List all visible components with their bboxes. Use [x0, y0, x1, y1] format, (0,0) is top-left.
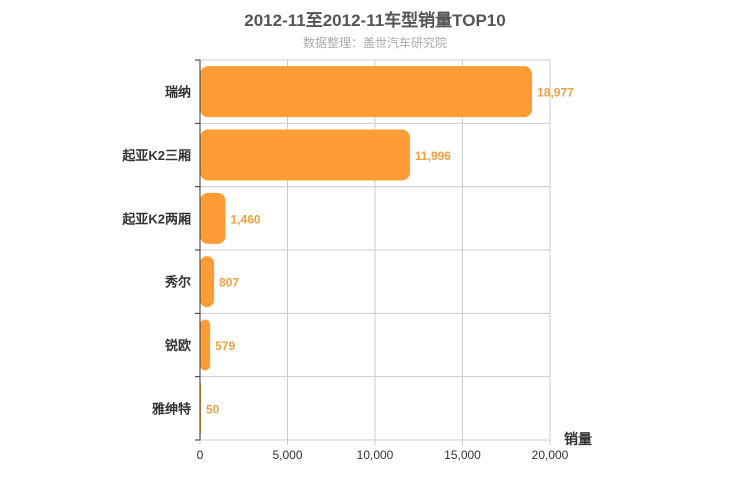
bar-1 [200, 129, 410, 181]
value-label: 11,996 [415, 149, 451, 163]
category-label: 瑞纳 [165, 85, 191, 100]
bar-layer [200, 66, 533, 434]
x-tick-label: 5,000 [272, 448, 302, 462]
category-label: 雅绅特 [152, 401, 191, 416]
category-label: 秀尔 [164, 275, 191, 290]
value-label: 807 [219, 276, 239, 290]
bar-2 [200, 192, 226, 244]
grid-layer [195, 59, 551, 445]
label-layer: 0 5,000 10,000 15,000 20,000 瑞纳 18,977 起亚K2三厢 11… [121, 85, 574, 462]
x-tick-label: 10,000 [357, 448, 394, 462]
axis-layer: 销量 [199, 60, 592, 447]
bar-3 [200, 256, 215, 308]
category-label: 锐欧 [165, 338, 191, 353]
bar-0 [200, 66, 533, 118]
x-axis-title: 销量 [564, 431, 592, 447]
chart-title: 2012-11至2012-11车型销量TOP10 [244, 11, 506, 30]
x-tick-label: 15,000 [444, 448, 481, 462]
value-label: 18,977 [537, 86, 574, 100]
x-tick-label: 0 [197, 448, 204, 462]
x-tick-label: 20,000 [532, 448, 569, 462]
value-label: 1,460 [231, 212, 261, 226]
value-label: 50 [206, 402, 220, 416]
bar-4 [200, 319, 211, 371]
category-label: 起亚K2两厢 [121, 211, 191, 226]
category-label: 起亚K2三厢 [121, 148, 191, 163]
chart-subtitle: 数据整理：盖世汽车研究院 [302, 36, 447, 50]
value-label: 579 [215, 339, 235, 353]
